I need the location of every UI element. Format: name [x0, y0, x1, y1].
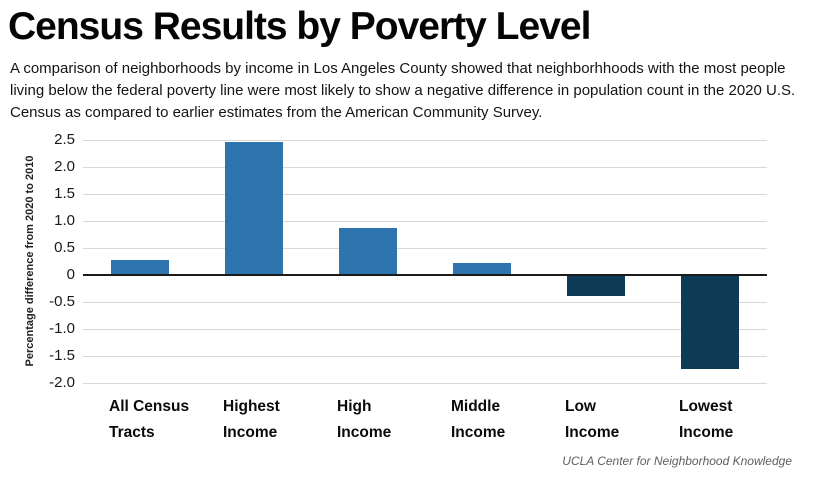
source-credit: UCLA Center for Neighborhood Knowledge — [562, 454, 792, 468]
y-tick-label-1.5: 1.5 — [54, 185, 75, 202]
x-label-high-income: High Income — [337, 398, 392, 441]
page-title: Census Results by Poverty Level — [8, 5, 591, 48]
bar-low-income — [567, 276, 625, 296]
y-tick-label--2.0: -2.0 — [49, 374, 75, 391]
bar-highest-income — [225, 142, 283, 274]
x-label-highest-income: Highest Income — [223, 398, 280, 441]
gridline--1.0 — [83, 329, 767, 330]
gridline-2.0 — [83, 167, 767, 168]
x-axis-zero-line — [83, 274, 767, 276]
x-label-middle-income: Middle Income — [451, 398, 506, 441]
bar-middle-income — [453, 263, 511, 274]
gridline-1.0 — [83, 221, 767, 222]
gridline--0.5 — [83, 302, 767, 303]
y-tick-label-2.5: 2.5 — [54, 131, 75, 148]
gridline-0.5 — [83, 248, 767, 249]
gridline--2.0 — [83, 383, 767, 384]
y-tick-label-1.0: 1.0 — [54, 212, 75, 229]
gridline-1.5 — [83, 194, 767, 195]
x-label-low-income: Low Income — [565, 398, 620, 441]
bar-all-census-tracts — [111, 260, 169, 274]
y-tick-label-0: 0 — [66, 266, 75, 283]
y-tick-label--1.0: -1.0 — [49, 320, 75, 337]
y-tick-label-2.0: 2.0 — [54, 158, 75, 175]
bar-high-income — [339, 228, 397, 274]
bar-lowest-income — [681, 276, 739, 369]
plot-area — [83, 140, 767, 384]
gridline-2.5 — [83, 140, 767, 141]
y-tick-label--0.5: -0.5 — [49, 293, 75, 310]
y-tick-label--1.5: -1.5 — [49, 347, 75, 364]
gridline--1.5 — [83, 356, 767, 357]
x-label-lowest-income: Lowest Income — [679, 398, 734, 441]
x-label-all-census-tracts: All Census Tracts — [109, 398, 190, 441]
x-axis-labels: All Census Tracts Highest Income High Inco… — [83, 394, 767, 446]
bar-chart: Percentage difference from 2020 to 2010 … — [0, 131, 830, 391]
y-tick-label-0.5: 0.5 — [54, 239, 75, 256]
chart-subtitle: A comparison of neighborhoods by income … — [10, 60, 796, 121]
